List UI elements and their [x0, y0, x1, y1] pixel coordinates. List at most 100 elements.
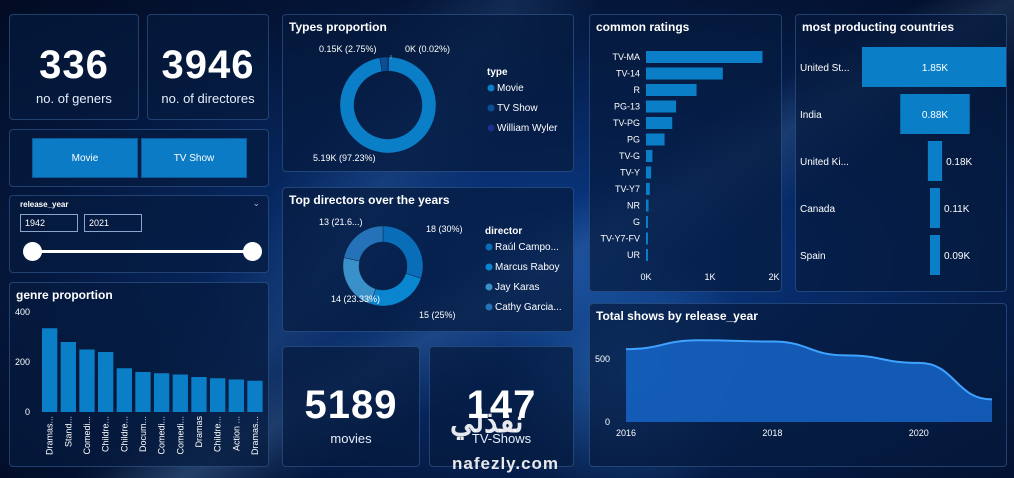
- genre-bar: [98, 352, 114, 412]
- genre-bar: [135, 372, 151, 412]
- genre-bar: [42, 328, 58, 412]
- countries-bar-chart: United St... 1.85K India 0.88K United Ki... 0…: [800, 47, 1006, 275]
- types-legend-marker: [487, 84, 495, 92]
- release-area: [626, 340, 992, 422]
- types-legend-title: type: [487, 67, 508, 78]
- ratings-category-label: TV-Y7: [615, 184, 640, 194]
- genre-category-label: Childre...: [119, 416, 129, 452]
- slicer-label: release_year: [20, 200, 69, 209]
- directors-legend-marker: [485, 303, 493, 311]
- types-chart-title: Types proportion: [289, 20, 387, 34]
- ratings-bar: [646, 216, 648, 228]
- genre-bar-chart: 400 200 0 Dramas... Stand... Comedi... Childre…: [15, 307, 263, 455]
- ratings-xtick-label: 2K: [768, 272, 779, 282]
- countries-category-label: Spain: [800, 251, 826, 262]
- release-xtick-label: 2016: [616, 428, 636, 438]
- countries-bar: [930, 188, 940, 228]
- types-slice: [387, 56, 389, 72]
- slider-handle-min[interactable]: [23, 242, 42, 261]
- watermark-arabic: نفذلي: [450, 406, 524, 439]
- ratings-category-label: R: [634, 85, 641, 95]
- directors-data-label: 14 (23.33%): [331, 294, 380, 304]
- directors-legend-marker: [485, 263, 493, 271]
- countries-category-label: India: [800, 110, 822, 121]
- release-xtick-label: 2018: [762, 428, 782, 438]
- ratings-bar: [646, 199, 649, 212]
- ratings-bar: [646, 150, 653, 162]
- genre-ytick-label: 400: [15, 307, 30, 317]
- slider-handle-max[interactable]: [243, 242, 262, 261]
- directors-data-label: 18 (30%): [426, 224, 463, 234]
- kpi-card-tvshows: 147 TV-Shows: [429, 346, 574, 467]
- ratings-category-label: TV-14: [616, 69, 640, 79]
- ratings-chart-title: common ratings: [596, 20, 690, 34]
- directors-chart-title: Top directors over the years: [289, 193, 450, 207]
- ratings-category-label: NR: [627, 201, 640, 211]
- ratings-bar: [646, 166, 652, 179]
- genre-bar: [116, 368, 132, 412]
- ratings-xtick-label: 1K: [704, 272, 715, 282]
- directors-data-label: 13 (21.6...): [319, 217, 363, 227]
- ratings-category-label: UR: [627, 250, 640, 260]
- types-legend-marker: [487, 104, 495, 112]
- genre-bar: [154, 373, 170, 412]
- release-chart-title: Total shows by release_year: [596, 309, 758, 323]
- types-proportion-card: Types proportion 5.19K (97.23%) 0.15K (2.…: [282, 14, 574, 172]
- genre-category-label: Dramas...: [45, 416, 55, 455]
- genre-ytick-label: 0: [25, 407, 30, 417]
- ratings-bar: [646, 249, 648, 261]
- types-data-label: 0K (0.02%): [405, 44, 450, 54]
- chevron-down-icon[interactable]: ⌄: [252, 198, 260, 208]
- directors-legend-item: Raúl Campo...: [495, 242, 559, 253]
- top-directors-card: Top directors over the years 18 (30%) 15 …: [282, 187, 574, 332]
- year-to-input[interactable]: [84, 214, 142, 232]
- genre-category-label: Childre...: [101, 416, 111, 452]
- ratings-bar: [646, 133, 665, 146]
- countries-category-label: United Ki...: [800, 157, 849, 168]
- release-year-card: Total shows by release_year 500 0 2016 2018…: [589, 303, 1007, 467]
- countries-category-label: United St...: [800, 63, 849, 74]
- types-legend-item: Movie: [497, 83, 524, 94]
- year-from-input[interactable]: [20, 214, 78, 232]
- genre-bar: [79, 349, 95, 412]
- release-line: [625, 339, 993, 401]
- ratings-bar: [646, 84, 697, 96]
- types-donut-chart: 5.19K (97.23%) 0.15K (2.75%) 0K (0.02%) typ…: [313, 44, 558, 163]
- countries-value-label: 0.18K: [946, 157, 972, 168]
- tvshow-button[interactable]: TV Show: [141, 138, 247, 178]
- countries-value-label: 0.88K: [922, 110, 948, 121]
- ratings-category-label: TV-G: [619, 151, 640, 161]
- kpi-movies-label: movies: [330, 431, 372, 446]
- release-ytick-label: 500: [595, 354, 610, 364]
- ratings-bar: [646, 183, 650, 195]
- countries-bar: [862, 47, 1006, 87]
- directors-legend-marker: [485, 243, 493, 251]
- kpi-card-directors: 3946 no. of directores: [147, 14, 269, 120]
- directors-donut-chart: 18 (30%) 15 (25%) 14 (23.33%) 13 (21.6...) d…: [319, 217, 562, 320]
- slider-track[interactable]: [32, 250, 252, 253]
- kpi-card-geners: 336 no. of geners: [9, 14, 139, 120]
- countries-value-label: 0.09K: [944, 251, 970, 262]
- kpi-movies-value: 5189: [304, 383, 398, 427]
- ratings-category-label: TV-MA: [612, 52, 640, 62]
- ratings-category-label: TV-Y7-FV: [600, 234, 640, 244]
- directors-slice: [343, 225, 384, 262]
- genre-proportion-card: genre proportion 400 200 0 Dramas... Stand..…: [9, 282, 269, 467]
- movie-button[interactable]: Movie: [32, 138, 138, 178]
- genre-category-label: Action ...: [231, 416, 241, 451]
- type-filter-card: Movie TV Show: [9, 129, 269, 187]
- genre-ytick-label: 200: [15, 357, 30, 367]
- watermark-latin: nafezly.com: [452, 454, 560, 473]
- countries-chart-title: most producting countries: [802, 20, 955, 34]
- genre-chart-title: genre proportion: [16, 288, 113, 302]
- kpi-tvshows-label: TV-Shows: [471, 431, 532, 446]
- types-legend-item: TV Show: [497, 103, 538, 114]
- countries-card: most producting countries United St... 1.…: [795, 14, 1007, 292]
- ratings-category-label: PG-13: [614, 102, 640, 112]
- ratings-xtick-label: 0K: [640, 272, 651, 282]
- release-year-slicer: release_year ⌄: [9, 195, 269, 273]
- directors-legend-item: Cathy Garcia...: [495, 302, 562, 313]
- ratings-bar: [646, 117, 673, 129]
- countries-value-label: 0.11K: [944, 204, 970, 215]
- release-area-chart: 500 0 2016 2018 2020: [595, 339, 993, 438]
